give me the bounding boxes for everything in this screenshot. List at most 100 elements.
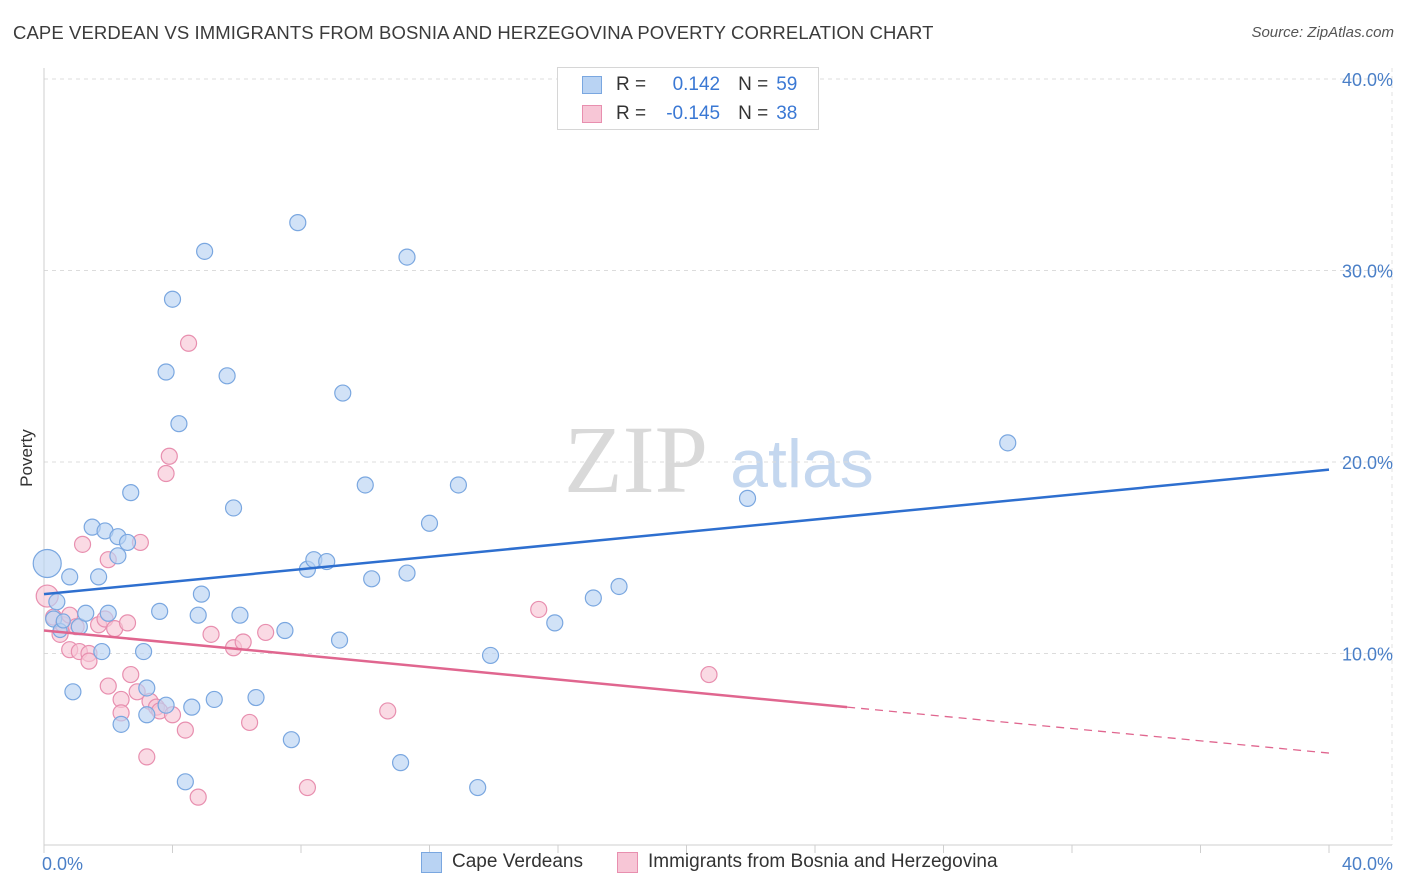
point-bosnia — [241, 713, 259, 732]
axes — [43, 68, 1393, 853]
point-cape-verdean — [420, 514, 439, 532]
point-cape-verdean — [163, 290, 182, 308]
legend-label-bosnia: Immigrants from Bosnia and Herzegovina — [648, 851, 998, 872]
point-bosnia — [530, 600, 548, 619]
point-cape-verdean — [231, 606, 249, 624]
legend-r-label: R = — [616, 74, 647, 95]
point-bosnia — [160, 447, 178, 465]
point-cape-verdean — [205, 690, 223, 709]
legend-n-value: 59 — [776, 74, 798, 95]
watermark: ZIP atlas — [564, 406, 874, 513]
point-cape-verdean — [289, 214, 307, 232]
point-cape-verdean — [999, 434, 1017, 452]
point-cape-verdean — [183, 698, 201, 716]
point-bosnia — [234, 633, 252, 651]
trend-line-dashed — [847, 706, 1330, 754]
trend-line-solid — [43, 629, 848, 709]
point-bosnia — [176, 721, 194, 739]
legend-item-cape-verdeans[interactable]: Cape Verdeans — [421, 851, 583, 873]
watermark-zip: ZIP — [564, 406, 708, 513]
y-tick-label: 20.0% — [1342, 453, 1393, 473]
point-bosnia — [700, 665, 718, 684]
series-cape-verdeans-points — [32, 214, 1017, 797]
point-bosnia — [157, 464, 175, 483]
point-cape-verdean — [138, 706, 156, 724]
point-cape-verdean — [449, 476, 468, 494]
point-cape-verdean — [189, 606, 207, 624]
point-cape-verdean — [218, 367, 236, 385]
point-cape-verdean — [546, 614, 564, 632]
point-bosnia — [189, 788, 207, 806]
point-cape-verdean — [356, 476, 374, 494]
point-cape-verdean — [334, 384, 352, 402]
legend-r-value: -0.145 — [666, 103, 721, 124]
point-cape-verdean — [196, 242, 214, 260]
grid — [44, 78, 1392, 654]
point-cape-verdean — [398, 564, 416, 582]
point-cape-verdean — [398, 248, 416, 266]
point-cape-verdean — [192, 585, 211, 603]
point-cape-verdean — [584, 589, 602, 607]
y-tick-label: 40.0% — [1342, 70, 1393, 90]
legend-r-value: 0.142 — [672, 74, 721, 95]
legend-swatch-blue — [582, 76, 602, 94]
point-cape-verdean — [738, 489, 757, 507]
point-cape-verdean — [170, 415, 188, 433]
point-bosnia — [379, 702, 397, 720]
point-bosnia — [73, 535, 92, 553]
legend-r-label: R = — [616, 103, 647, 124]
tick-labels: 10.0% 20.0% 30.0% 40.0% 0.0% 40.0% — [42, 70, 1393, 874]
point-cape-verdean — [151, 602, 169, 620]
series-legend: Cape Verdeans Immigrants from Bosnia and… — [0, 851, 1406, 879]
point-cape-verdean — [224, 499, 243, 517]
legend-row-bosnia: R = -0.145 N = 38 — [582, 101, 797, 127]
legend-swatch-blue — [421, 851, 442, 873]
point-cape-verdean — [64, 683, 82, 701]
point-cape-verdean — [48, 593, 66, 611]
point-cape-verdean — [363, 570, 381, 588]
point-cape-verdean — [134, 642, 153, 661]
point-cape-verdean — [61, 568, 79, 586]
point-cape-verdean — [176, 773, 194, 791]
point-cape-verdean — [32, 548, 62, 579]
point-cape-verdean — [247, 688, 265, 707]
point-bosnia — [257, 623, 275, 642]
point-bosnia — [80, 652, 98, 670]
point-cape-verdean — [122, 484, 140, 502]
watermark-atlas: atlas — [730, 426, 874, 502]
point-cape-verdean — [112, 715, 130, 733]
point-cape-verdean — [138, 679, 156, 697]
point-cape-verdean — [282, 731, 300, 749]
trend-line-solid — [43, 468, 1330, 596]
legend-n-label: N = — [738, 74, 769, 95]
y-tick-label: 30.0% — [1342, 262, 1393, 282]
point-cape-verdean — [109, 547, 127, 565]
x-tick-label: 40.0% — [1342, 854, 1393, 874]
legend-label-cape-verdeans: Cape Verdeans — [452, 851, 583, 872]
point-bosnia — [298, 778, 317, 797]
x-tick-label: 0.0% — [42, 854, 83, 874]
y-tick-label: 10.0% — [1342, 645, 1393, 665]
point-cape-verdean — [90, 568, 108, 586]
legend-swatch-pink — [617, 851, 638, 873]
point-bosnia — [99, 677, 117, 695]
point-bosnia — [122, 665, 140, 684]
legend-n-label: N = — [738, 103, 769, 124]
point-cape-verdean — [276, 621, 294, 640]
legend-item-bosnia[interactable]: Immigrants from Bosnia and Herzegovina — [617, 851, 998, 873]
chart-title: CAPE VERDEAN VS IMMIGRANTS FROM BOSNIA A… — [13, 22, 934, 43]
legend-n-value: 38 — [776, 103, 798, 124]
point-cape-verdean — [481, 646, 500, 665]
point-cape-verdean — [99, 604, 117, 622]
point-bosnia — [202, 625, 220, 643]
point-cape-verdean — [391, 754, 410, 772]
point-cape-verdean — [118, 533, 137, 552]
point-cape-verdean — [610, 577, 628, 596]
point-cape-verdean — [77, 604, 95, 622]
point-cape-verdean — [93, 642, 111, 661]
legend-swatch-pink — [582, 105, 602, 123]
point-bosnia — [118, 614, 137, 632]
legend-row-cape-verdeans: R = 0.142 N = 59 — [582, 72, 797, 98]
trend-lines — [43, 468, 1330, 754]
